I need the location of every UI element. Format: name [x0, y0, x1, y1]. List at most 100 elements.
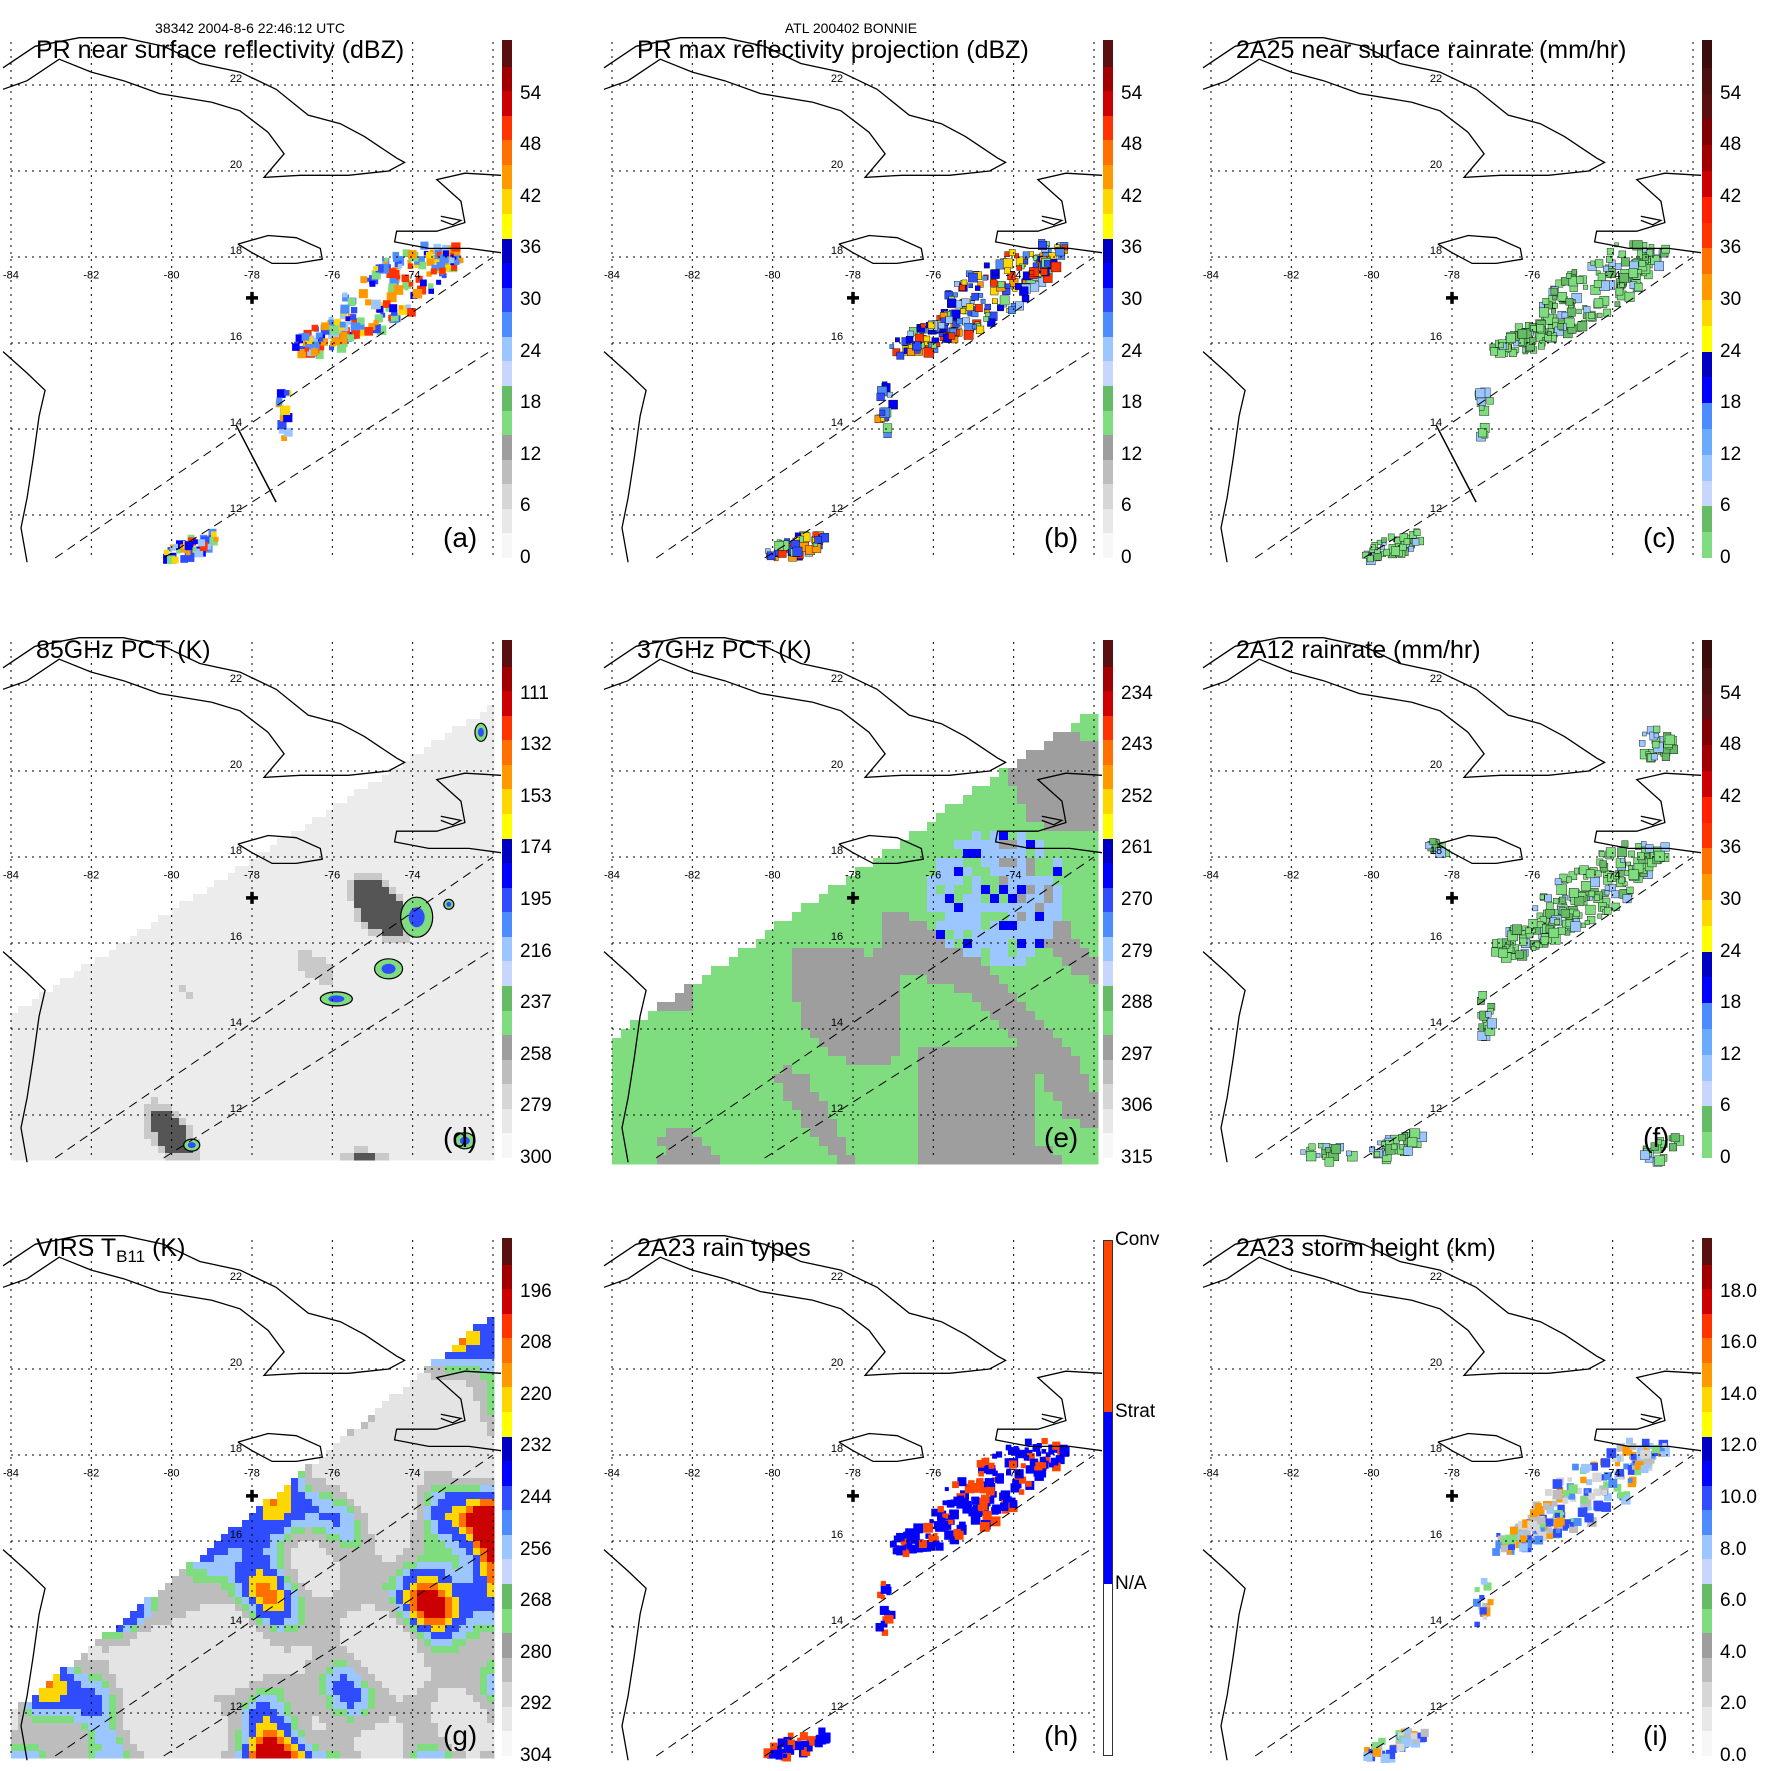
swath-cell — [270, 1062, 278, 1070]
swath-cell — [981, 849, 991, 859]
swath-cell — [1071, 786, 1081, 796]
swath-cell — [172, 1027, 180, 1035]
swath-cell — [417, 761, 425, 769]
swath-cell — [137, 1111, 145, 1119]
swath-cell — [263, 880, 271, 888]
swath-cell — [256, 1111, 264, 1119]
swath-cell — [319, 1132, 327, 1140]
swath-cell — [1053, 813, 1063, 823]
swath-cell — [909, 849, 919, 859]
rain-pixel — [1614, 242, 1619, 248]
swath-cell — [466, 971, 474, 979]
rain-pixel — [382, 300, 391, 308]
swath-cell — [249, 1132, 257, 1140]
rain-pixel — [453, 255, 462, 264]
swath-cell — [340, 1083, 348, 1091]
swath-cell — [396, 1006, 404, 1014]
swath-cell — [200, 1083, 208, 1091]
swath-cell — [123, 957, 131, 965]
swath-cell — [242, 992, 250, 1000]
swath-cell — [1080, 714, 1090, 724]
swath-cell — [410, 789, 418, 797]
swath-cell — [235, 901, 243, 909]
swath-cell — [438, 880, 446, 888]
swath-cell — [277, 1034, 285, 1042]
swath-cell — [452, 887, 460, 895]
swath-cell — [909, 894, 919, 904]
rain-pixel — [336, 343, 347, 353]
swath-cell — [144, 1132, 152, 1140]
swath-cell — [792, 948, 802, 958]
swath-cell — [256, 1104, 264, 1112]
swath-cell — [909, 885, 919, 895]
swath-cell — [459, 859, 467, 867]
swath-cell — [396, 929, 404, 937]
swath-cell — [783, 1002, 793, 1012]
swath-cell — [144, 1055, 152, 1063]
swath-cell — [417, 1139, 425, 1147]
swath-cell — [1062, 939, 1072, 949]
rain-pixel — [956, 318, 963, 325]
swath-cell — [927, 921, 937, 931]
swath-cell — [452, 775, 460, 783]
swath-cell — [368, 866, 376, 874]
swath-cell — [151, 1139, 159, 1147]
swath-cell — [480, 1027, 488, 1035]
swath-cell — [1017, 975, 1027, 985]
swath-cell — [347, 978, 355, 986]
swath-cell — [305, 1041, 313, 1049]
swath-cell — [990, 903, 1000, 913]
swath-edge-line — [54, 856, 494, 1159]
swath-cell — [179, 1006, 187, 1014]
rain-pixel — [999, 295, 1010, 306]
swath-cell — [270, 1006, 278, 1014]
rain-pixel — [418, 261, 427, 270]
swath-cell — [855, 993, 865, 1003]
swath-cell — [193, 915, 201, 923]
swath-cell — [95, 1118, 103, 1126]
swath-cell — [207, 1027, 215, 1035]
swath-cell — [452, 943, 460, 951]
swath-cell — [18, 1146, 26, 1154]
swath-cell — [340, 1097, 348, 1105]
swath-cell — [431, 929, 439, 937]
lat-label: 18 — [230, 245, 242, 257]
swath-cell — [235, 1041, 243, 1049]
swath-cell — [396, 810, 404, 818]
swath-cell — [1080, 984, 1090, 994]
swath-cell — [270, 915, 278, 923]
swath-cell — [291, 894, 299, 902]
swath-cell — [74, 1146, 82, 1154]
swath-cell — [207, 992, 215, 1000]
swath-cell — [242, 1013, 250, 1021]
swath-cell — [67, 1083, 75, 1091]
swath-cell — [298, 971, 306, 979]
swath-cell — [39, 1097, 47, 1105]
swath-cell — [403, 1090, 411, 1098]
swath-cell — [891, 939, 901, 949]
swath-cell — [936, 849, 946, 859]
swath-cell — [354, 1153, 362, 1161]
swath-cell — [417, 985, 425, 993]
swath-cell — [1017, 1002, 1027, 1012]
swath-cell — [151, 1069, 159, 1077]
swath-cell — [431, 866, 439, 874]
swath-cell — [424, 1153, 432, 1161]
colorbar-segment — [1103, 163, 1113, 190]
swath-cell — [368, 915, 376, 923]
swath-cell — [410, 1083, 418, 1091]
swath-cell — [158, 992, 166, 1000]
swath-cell — [445, 1097, 453, 1105]
swath-cell — [1044, 885, 1054, 895]
swath-cell — [291, 999, 299, 1007]
lat-label: 12 — [831, 503, 843, 515]
swath-cell — [864, 1011, 874, 1021]
swath-cell — [459, 922, 467, 930]
swath-cell — [375, 831, 383, 839]
swath-cell — [487, 852, 495, 860]
swath-cell — [981, 993, 991, 1003]
swath-cell — [81, 1062, 89, 1070]
swath-cell — [102, 1027, 110, 1035]
swath-cell — [235, 915, 243, 923]
swath-cell — [981, 939, 991, 949]
